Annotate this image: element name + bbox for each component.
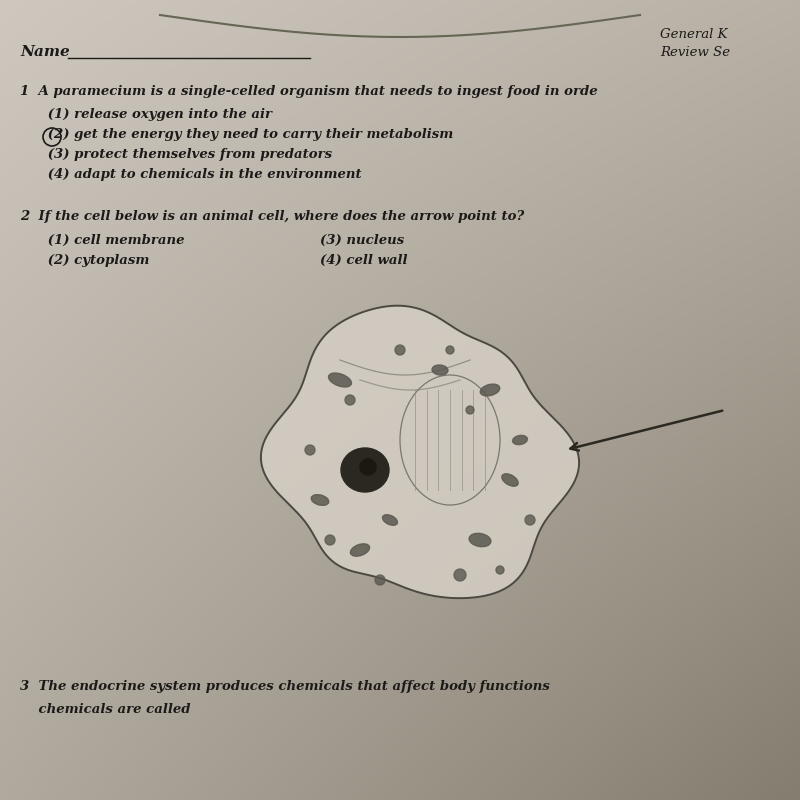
Ellipse shape [469,534,491,546]
Text: 2  If the cell below is an animal cell, where does the arrow point to?: 2 If the cell below is an animal cell, w… [20,210,524,223]
Ellipse shape [432,365,448,375]
Circle shape [446,346,454,354]
Text: (3) nucleus: (3) nucleus [320,234,404,247]
Text: chemicals are called: chemicals are called [20,703,190,716]
Ellipse shape [329,373,351,387]
Circle shape [454,569,466,581]
Text: (4) adapt to chemicals in the environment: (4) adapt to chemicals in the environmen… [20,168,362,181]
Text: Name: Name [20,45,70,59]
Ellipse shape [382,514,398,526]
Text: (4) cell wall: (4) cell wall [320,254,407,267]
Text: General K: General K [660,28,727,41]
Ellipse shape [311,494,329,506]
Circle shape [325,535,335,545]
Circle shape [525,515,535,525]
Circle shape [345,395,355,405]
Text: (2) cytoplasm: (2) cytoplasm [20,254,150,267]
Circle shape [305,445,315,455]
Circle shape [496,566,504,574]
Text: (3) protect themselves from predators: (3) protect themselves from predators [20,148,332,161]
Text: 3  The endocrine system produces chemicals that affect body functions: 3 The endocrine system produces chemical… [20,680,550,693]
Ellipse shape [341,448,389,492]
Text: (1) cell membrane: (1) cell membrane [20,234,185,247]
Circle shape [395,345,405,355]
Circle shape [375,575,385,585]
Text: (2) get the energy they need to carry their metabolism: (2) get the energy they need to carry th… [20,128,454,141]
Text: (1) release oxygen into the air: (1) release oxygen into the air [20,108,272,121]
Ellipse shape [502,474,518,486]
Ellipse shape [480,384,500,396]
Text: 1  A paramecium is a single-celled organism that needs to ingest food in orde: 1 A paramecium is a single-celled organi… [20,85,598,98]
Circle shape [466,406,474,414]
Polygon shape [261,306,579,598]
Ellipse shape [513,435,527,445]
Circle shape [360,459,376,475]
Ellipse shape [350,544,370,556]
Text: Review Se: Review Se [660,46,730,59]
